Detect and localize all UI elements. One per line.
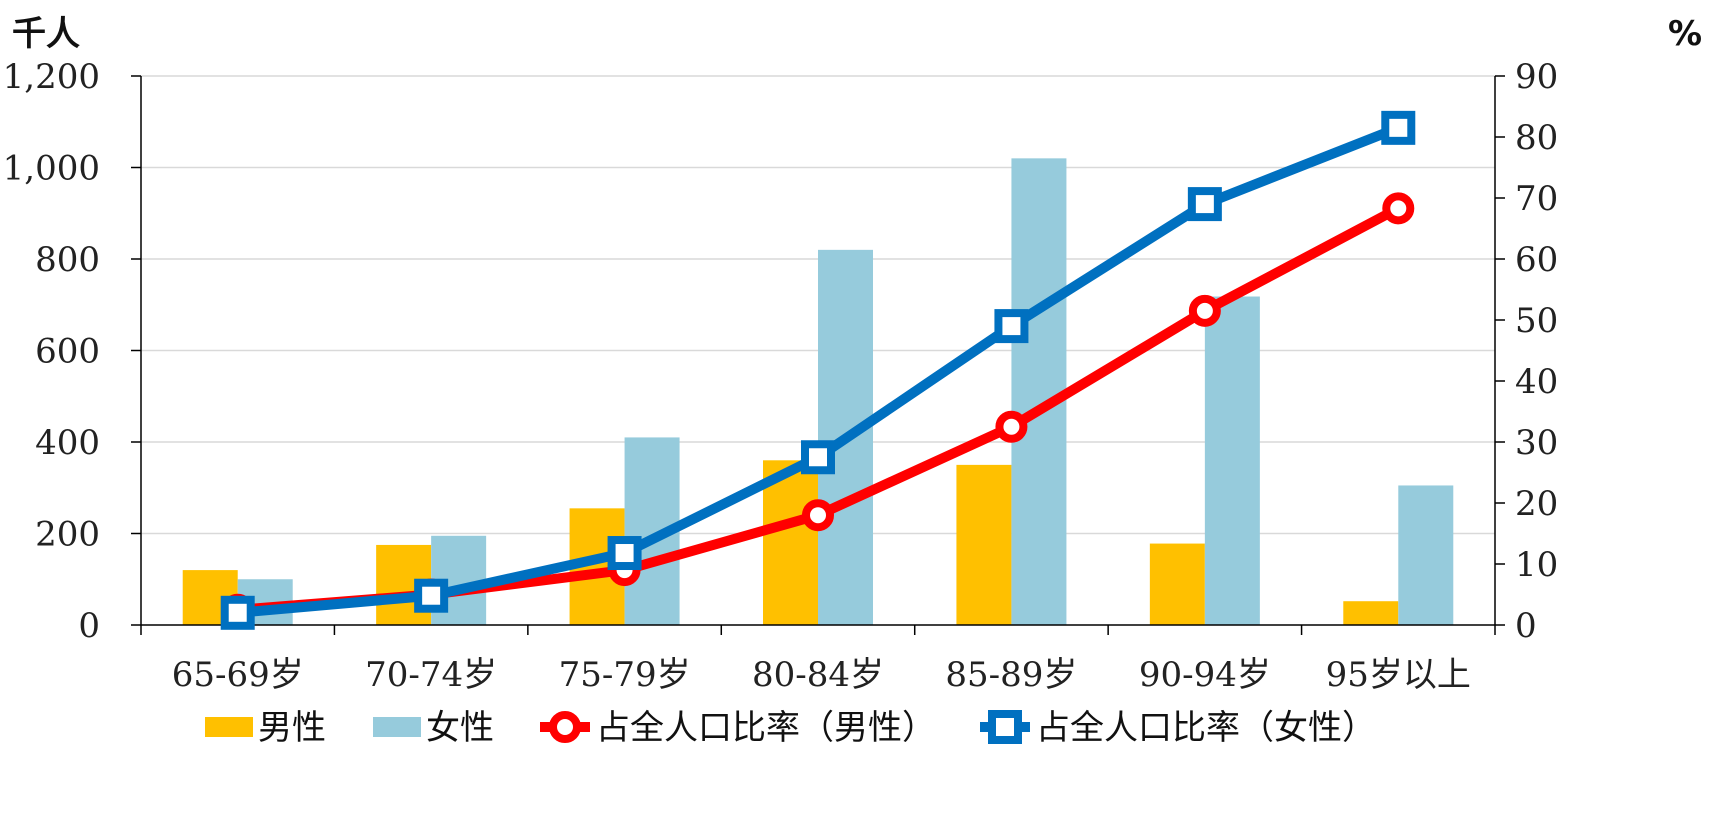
right-axis-unit: % [1668,14,1702,54]
bar-female [1398,485,1454,625]
bar-male [956,464,1012,625]
left-tick-label: 800 [35,240,100,280]
right-tick-label: 20 [1515,484,1558,524]
legend-marker-square [988,710,1022,744]
right-tick-label: 30 [1515,423,1558,463]
x-tick-label: 80-84岁 [752,655,884,695]
left-tick-label: 600 [35,332,100,372]
legend-marker-circle [549,711,581,743]
bar-male [1343,601,1399,625]
left-tick-label: 1,200 [3,57,100,97]
left-axis-unit: 千人 [12,14,80,54]
legend-swatch-male [205,717,253,737]
bar-series [182,158,1454,625]
right-tick-label: 50 [1515,301,1558,341]
bar-male [763,460,818,625]
right-tick-label: 10 [1515,545,1558,585]
bar-female [1011,158,1067,625]
legend-label: 女性 [426,708,494,748]
x-tick-label: 95岁以上 [1326,655,1471,695]
point-male-ratio [802,499,834,532]
point-male-ratio [1382,192,1415,225]
line-series [220,110,1416,630]
point-female-ratio [1187,187,1222,222]
x-tick-label: 85-89岁 [945,655,1077,695]
tick-labels: 0 200 400 600 800 1,000 1,200 0 10 20 30 40 50 60 70 80… [3,57,1559,695]
legend: 男性 女性 占全人口比率（男性） 占全人口比率（女性） [205,708,1376,748]
right-tick-label: 70 [1515,179,1558,219]
point-male-ratio [1188,294,1221,327]
x-tick-label: 70-74岁 [365,655,497,695]
bar-male [1149,543,1205,625]
x-tick-label: 90-94岁 [1139,655,1271,695]
legend-label: 男性 [258,708,326,748]
left-tick-label: 1,000 [3,149,100,189]
axes [131,75,1505,635]
legend-swatch-female [373,717,421,737]
right-tick-label: 40 [1515,362,1558,402]
legend-label: 占全人口比率（女性） [1036,708,1376,748]
right-tick-label: 80 [1515,118,1558,158]
right-tick-label: 0 [1515,606,1537,646]
point-female-ratio [801,440,835,475]
left-tick-label: 400 [35,423,100,463]
point-female-ratio [414,578,449,613]
left-tick-label: 200 [35,515,100,555]
bar-female [1204,296,1260,625]
point-female-ratio [220,595,255,630]
point-female-ratio [607,536,642,571]
right-tick-label: 60 [1515,240,1558,280]
legend-label: 占全人口比率（男性） [596,708,936,748]
left-tick-label: 0 [78,606,100,646]
right-tick-label: 90 [1515,57,1558,97]
x-tick-label: 65-69岁 [172,655,304,695]
point-male-ratio [995,410,1028,443]
point-female-ratio [994,309,1029,344]
x-tick-label: 75-79岁 [559,655,691,695]
point-female-ratio [1381,110,1416,145]
